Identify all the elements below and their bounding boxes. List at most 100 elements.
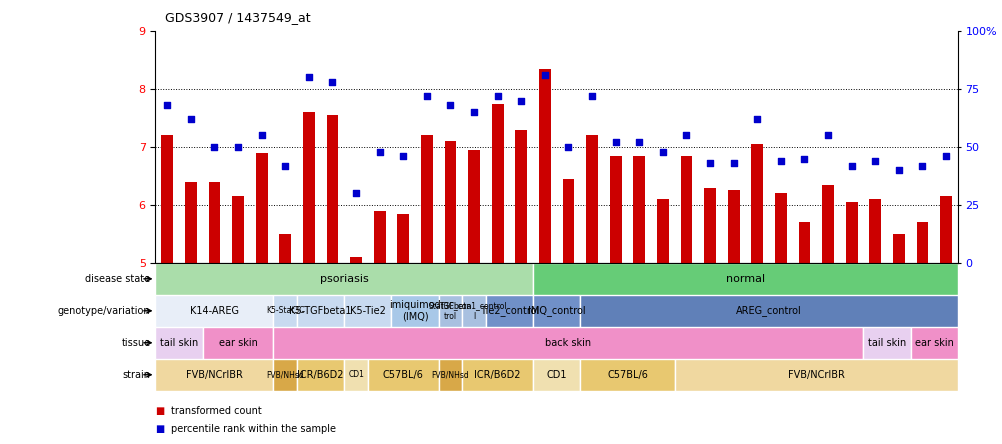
Text: psoriasis: psoriasis — [320, 274, 369, 284]
Bar — [532, 263, 957, 295]
Bar — [274, 359, 297, 391]
Point — [843, 162, 859, 169]
Text: genotype/variation: genotype/variation — [58, 306, 150, 316]
Bar — [280, 234, 291, 263]
Bar — [161, 135, 173, 263]
Bar — [703, 187, 715, 263]
Bar — [327, 115, 338, 263]
Bar — [750, 144, 763, 263]
Bar — [184, 182, 196, 263]
Bar — [822, 185, 833, 263]
Point — [724, 160, 740, 167]
Text: K14-AREG: K14-AREG — [189, 306, 238, 316]
Text: percentile rank within the sample: percentile rank within the sample — [170, 424, 336, 434]
Bar — [609, 156, 621, 263]
Bar — [155, 263, 532, 295]
Text: transformed count: transformed count — [170, 406, 261, 416]
Point — [395, 153, 411, 160]
Text: normal: normal — [725, 274, 765, 284]
Point — [677, 132, 693, 139]
Bar — [580, 295, 957, 327]
Point — [937, 153, 953, 160]
Text: back skin: back skin — [545, 338, 591, 348]
Text: IMQ_control: IMQ_control — [527, 305, 585, 316]
Bar — [297, 295, 344, 327]
Point — [796, 155, 812, 162]
Point — [867, 157, 883, 164]
Point — [654, 148, 670, 155]
Bar — [916, 222, 928, 263]
Bar — [297, 359, 344, 391]
Bar — [256, 153, 268, 263]
Text: CD1: CD1 — [348, 370, 364, 379]
Bar — [538, 69, 550, 263]
Text: C57BL/6: C57BL/6 — [606, 370, 647, 380]
Text: ■: ■ — [155, 406, 164, 416]
Point — [206, 143, 222, 151]
Text: AREG_control: AREG_control — [735, 305, 802, 316]
Text: K5-Stat3C: K5-Stat3C — [266, 306, 305, 315]
Bar — [344, 295, 391, 327]
Bar — [869, 199, 881, 263]
Bar — [532, 295, 580, 327]
Bar — [727, 190, 738, 263]
Text: K5-TGFbeta1: K5-TGFbeta1 — [290, 306, 352, 316]
Bar — [485, 295, 532, 327]
Bar — [632, 156, 644, 263]
Bar — [421, 135, 432, 263]
Text: ear skin: ear skin — [218, 338, 258, 348]
Bar — [910, 327, 957, 359]
Bar — [350, 257, 362, 263]
Point — [890, 166, 906, 174]
Text: tissue: tissue — [121, 338, 150, 348]
Point — [773, 157, 789, 164]
Text: disease state: disease state — [85, 274, 150, 284]
Point — [254, 132, 270, 139]
Bar — [208, 182, 220, 263]
Bar — [798, 222, 810, 263]
Point — [583, 92, 599, 99]
Text: tail skin: tail skin — [867, 338, 905, 348]
Text: FVB/NHsd: FVB/NHsd — [267, 370, 304, 379]
Bar — [775, 193, 786, 263]
Point — [607, 139, 623, 146]
Bar — [939, 196, 951, 263]
Point — [442, 102, 458, 109]
Bar — [438, 295, 462, 327]
Bar — [231, 196, 243, 263]
Point — [914, 162, 930, 169]
Bar — [515, 130, 527, 263]
Point — [372, 148, 388, 155]
Bar — [491, 103, 503, 263]
Point — [466, 109, 482, 116]
Point — [348, 190, 364, 197]
Point — [536, 71, 552, 79]
Bar — [303, 112, 315, 263]
Text: ear skin: ear skin — [914, 338, 953, 348]
Bar — [397, 214, 409, 263]
Bar — [845, 202, 857, 263]
Bar — [155, 327, 202, 359]
Text: TGFbeta1_control
l: TGFbeta1_control l — [440, 301, 507, 321]
Text: FVB/NCrIBR: FVB/NCrIBR — [787, 370, 844, 380]
Text: FVB/NCrIBR: FVB/NCrIBR — [185, 370, 242, 380]
Bar — [374, 211, 385, 263]
Bar — [368, 359, 438, 391]
Text: CD1: CD1 — [546, 370, 566, 380]
Text: FVB/NHsd: FVB/NHsd — [431, 370, 469, 379]
Bar — [344, 359, 368, 391]
Bar — [863, 327, 910, 359]
Bar — [585, 135, 597, 263]
Text: strain: strain — [122, 370, 150, 380]
Point — [159, 102, 175, 109]
Text: C57BL/6: C57BL/6 — [383, 370, 423, 380]
Bar — [438, 359, 462, 391]
Bar — [462, 295, 485, 327]
Bar — [202, 327, 274, 359]
Bar — [892, 234, 904, 263]
Text: ICR/B6D2: ICR/B6D2 — [298, 370, 344, 380]
Bar — [274, 295, 297, 327]
Point — [277, 162, 293, 169]
Bar — [532, 359, 580, 391]
Point — [419, 92, 435, 99]
